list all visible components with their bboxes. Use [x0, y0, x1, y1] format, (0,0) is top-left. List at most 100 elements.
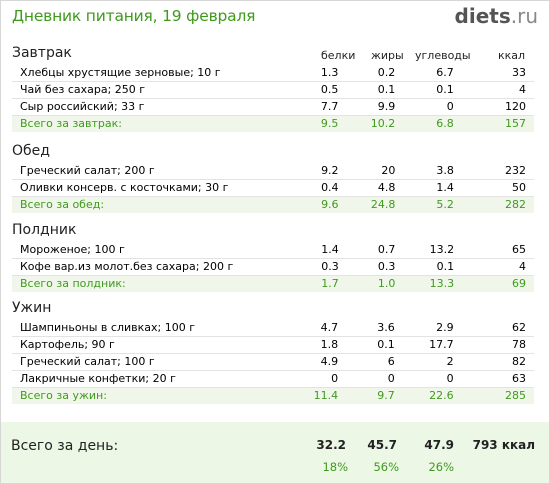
food-carbs: 0: [394, 370, 454, 388]
logo-domain: .ru: [510, 4, 538, 28]
meal-total-fat: 9.7: [338, 387, 395, 404]
food-row[interactable]: Оливки консерв. с косточками; 30 г 0.4 4.8…: [12, 179, 534, 197]
column-header-carbs: углеводы: [415, 49, 471, 62]
meal-total-carbs: 22.6: [394, 387, 454, 404]
food-kcal: 82: [453, 353, 534, 371]
food-fat: 0: [338, 370, 395, 388]
food-fat: 0.1: [338, 81, 396, 99]
food-protein: 0.5: [308, 81, 339, 99]
food-row[interactable]: Картофель; 90 г 1.8 0.1 17.7 78: [12, 336, 534, 354]
food-carbs: 2.9: [394, 320, 454, 337]
food-protein: 9.2: [309, 163, 339, 180]
meal-table: Греческий салат; 200 г 9.2 20 3.8 232 Оливки …: [12, 163, 534, 213]
meal-total-label: Всего за завтрак:: [12, 115, 309, 132]
meal-total-fat: 24.8: [338, 196, 396, 213]
meal-total-kcal: 69: [454, 275, 534, 292]
food-kcal: 232: [453, 163, 534, 180]
food-fat: 0.7: [338, 242, 396, 259]
meal-total-row: Всего за полдник: 1.7 1.0 13.3 69: [12, 275, 534, 292]
food-fat: 0.2: [338, 65, 396, 82]
food-carbs: 1.4: [395, 179, 454, 197]
meal-title: Ужин: [12, 300, 52, 316]
food-name: Хлебцы хрустящие зерновые; 10 г: [12, 65, 309, 82]
food-name: Сыр российский; 33 г: [12, 98, 309, 116]
logo-text: diets: [454, 4, 511, 28]
food-carbs: 6.7: [395, 65, 454, 82]
food-kcal: 63: [453, 370, 534, 388]
food-kcal: 120: [453, 98, 534, 116]
meal-title: Полдник: [12, 222, 77, 238]
day-total-protein: 32.2: [316, 438, 346, 452]
food-fat: 0.1: [338, 336, 395, 354]
food-carbs: 17.7: [394, 336, 454, 354]
food-fat: 6: [338, 353, 395, 371]
food-fat: 3.6: [338, 320, 395, 337]
food-name: Лакричные конфетки; 20 г: [12, 370, 309, 388]
food-fat: 20: [338, 163, 396, 180]
site-logo[interactable]: diets.ru: [455, 4, 538, 28]
food-name: Шампиньоны в сливках; 100 г: [12, 320, 309, 337]
food-row[interactable]: Чай без сахара; 250 г 0.5 0.1 0.1 4: [12, 81, 534, 99]
meal-title: Обед: [12, 143, 50, 159]
day-total-fat: 45.7: [367, 438, 397, 452]
food-fat: 0.3: [338, 258, 396, 276]
food-row[interactable]: Хлебцы хрустящие зерновые; 10 г 1.3 0.2 6.7…: [12, 65, 534, 82]
day-protein-percent: 18%: [322, 460, 348, 474]
page-title: Дневник питания, 19 февраля: [12, 7, 256, 25]
food-carbs: 0.1: [395, 258, 455, 276]
food-name: Картофель; 90 г: [12, 336, 309, 354]
food-protein: 0.4: [309, 179, 339, 197]
food-name: Чай без сахара; 250 г: [12, 81, 309, 99]
meal-total-row: Всего за обед: 9.6 24.8 5.2 282: [12, 196, 534, 213]
food-protein: 7.7: [308, 98, 339, 116]
food-kcal: 50: [453, 179, 534, 197]
meal-total-carbs: 5.2: [395, 196, 454, 213]
meal-total-protein: 11.4: [308, 387, 339, 404]
food-protein: 0: [308, 370, 339, 388]
meal-table: Мороженое; 100 г 1.4 0.7 13.2 65 Кофе вар.из …: [12, 242, 534, 292]
meal-title: Завтрак: [12, 45, 72, 61]
meal-total-carbs: 6.8: [395, 115, 454, 132]
day-carbs-percent: 26%: [428, 460, 454, 474]
meal-total-carbs: 13.3: [395, 275, 455, 292]
food-name: Мороженое; 100 г: [12, 242, 310, 259]
food-kcal: 33: [453, 65, 534, 82]
food-kcal: 4: [454, 258, 534, 276]
food-row[interactable]: Шампиньоны в сливках; 100 г 4.7 3.6 2.9 62: [12, 320, 534, 337]
food-carbs: 13.2: [395, 242, 455, 259]
meal-total-protein: 9.5: [308, 115, 339, 132]
food-row[interactable]: Мороженое; 100 г 1.4 0.7 13.2 65: [12, 242, 534, 259]
food-row[interactable]: Сыр российский; 33 г 7.7 9.9 0 120: [12, 98, 534, 116]
food-kcal: 4: [453, 81, 534, 99]
meal-total-row: Всего за завтрак: 9.5 10.2 6.8 157: [12, 115, 534, 132]
food-protein: 1.8: [308, 336, 339, 354]
day-total-carbs: 47.9: [424, 438, 454, 452]
food-carbs: 2: [394, 353, 454, 371]
meal-total-fat: 10.2: [338, 115, 396, 132]
meal-total-protein: 1.7: [309, 275, 339, 292]
meal-total-kcal: 157: [453, 115, 534, 132]
food-carbs: 0: [395, 98, 454, 116]
meal-total-label: Всего за полдник:: [12, 275, 310, 292]
food-name: Греческий салат; 200 г: [12, 163, 310, 180]
food-name: Кофе вар.из молот.без сахара; 200 г: [12, 258, 310, 276]
meal-total-kcal: 282: [453, 196, 534, 213]
meal-table: Хлебцы хрустящие зерновые; 10 г 1.3 0.2 6.7…: [12, 65, 534, 132]
food-name: Оливки консерв. с косточками; 30 г: [12, 179, 310, 197]
food-fat: 9.9: [338, 98, 396, 116]
food-row[interactable]: Греческий салат; 200 г 9.2 20 3.8 232: [12, 163, 534, 180]
food-protein: 1.4: [309, 242, 339, 259]
column-header-kcal: ккал: [498, 49, 526, 62]
meal-total-label: Всего за ужин:: [12, 387, 309, 404]
column-header-fat: жиры: [371, 49, 404, 62]
day-total-kcal: 793 ккал: [472, 438, 535, 452]
food-carbs: 0.1: [395, 81, 454, 99]
food-row[interactable]: Греческий салат; 100 г 4.9 6 2 82: [12, 353, 534, 371]
meal-total-row: Всего за ужин: 11.4 9.7 22.6 285: [12, 387, 534, 404]
food-protein: 4.7: [308, 320, 339, 337]
food-row[interactable]: Лакричные конфетки; 20 г 0 0 0 63: [12, 370, 534, 388]
meal-total-kcal: 285: [453, 387, 534, 404]
food-row[interactable]: Кофе вар.из молот.без сахара; 200 г 0.3 0.…: [12, 258, 534, 276]
meal-table: Шампиньоны в сливках; 100 г 4.7 3.6 2.9 62 Ка…: [12, 320, 534, 404]
